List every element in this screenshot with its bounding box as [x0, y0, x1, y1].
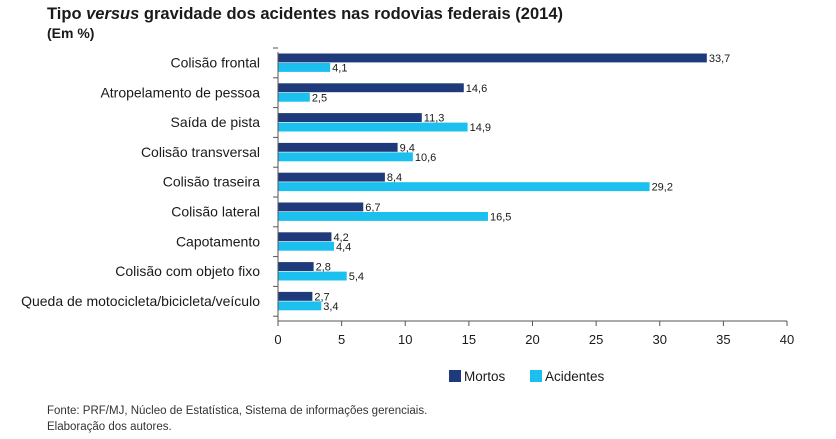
source-note: Fonte: PRF/MJ, Núcleo de Estatística, Si…	[47, 403, 427, 435]
value-label-mortos: 4,2	[333, 232, 348, 244]
bar-mortos	[278, 83, 464, 93]
source-line: Fonte: PRF/MJ, Núcleo de Estatística, Si…	[47, 405, 428, 417]
value-label-acidentes: 3,4	[323, 301, 338, 313]
bar-acidentes	[278, 301, 322, 311]
bar-mortos	[278, 172, 385, 182]
value-label-mortos: 2,8	[316, 262, 331, 274]
x-tick-label: 25	[589, 332, 603, 347]
value-label-acidentes: 29,2	[652, 182, 673, 194]
chart-title: Tipo versus gravidade dos acidentes nas …	[47, 5, 563, 24]
title-prefix: Tipo	[47, 5, 87, 23]
x-tick-label: 5	[338, 332, 345, 347]
bar-mortos	[278, 232, 332, 242]
bar-mortos	[278, 262, 314, 271]
bar-acidentes	[278, 63, 331, 72]
bar-acidentes	[278, 152, 413, 162]
x-tick-label: 20	[525, 332, 539, 347]
authors-line: Elaboração dos autores.	[47, 421, 172, 433]
chart-subtitle: (Em %)	[47, 25, 95, 41]
value-label-acidentes: 4,4	[336, 241, 351, 253]
legend-label-acidentes: Acidentes	[545, 369, 605, 384]
x-tick-label: 15	[462, 332, 476, 347]
bar-acidentes	[278, 241, 334, 251]
bar-chart: Colisão frontal 33,7 4,1 Atropelamento de p…	[21, 47, 794, 384]
x-tick-label: 35	[716, 332, 730, 347]
value-label-mortos: 6,7	[365, 202, 380, 214]
category-label: Queda de motocicleta/bicicleta/veículo	[21, 293, 260, 309]
bar-mortos	[278, 113, 422, 122]
category-label: Colisão lateral	[171, 204, 260, 220]
x-tick-label: 40	[780, 332, 794, 347]
bar-mortos	[278, 202, 364, 212]
title-suffix: gravidade dos acidentes nas rodovias fed…	[139, 5, 564, 23]
value-label-acidentes: 10,6	[415, 152, 436, 164]
category-label: Colisão transversal	[141, 144, 260, 160]
bar-acidentes	[278, 122, 468, 132]
bar-mortos	[278, 291, 313, 301]
value-label-mortos: 8,4	[387, 172, 402, 184]
bar-acidentes	[278, 182, 650, 192]
category-label: Saída de pista	[170, 114, 260, 130]
value-label-acidentes: 4,1	[332, 63, 347, 75]
value-label-mortos: 33,7	[709, 53, 730, 65]
value-label-acidentes: 14,9	[470, 122, 491, 134]
category-label: Colisão frontal	[171, 55, 261, 71]
legend-swatch-acidentes	[530, 370, 542, 382]
value-label-acidentes: 2,5	[312, 92, 327, 104]
category-label: Colisão com objeto fixo	[115, 263, 260, 279]
x-tick-label: 10	[398, 332, 412, 347]
title-emphasis: versus	[86, 5, 140, 23]
category-label: Colisão traseira	[163, 174, 260, 190]
category-label: Capotamento	[176, 233, 260, 249]
value-label-mortos: 14,6	[466, 83, 487, 95]
bar-mortos	[278, 53, 707, 63]
value-label-mortos: 11,3	[424, 113, 445, 125]
bar-acidentes	[278, 92, 310, 102]
value-label-acidentes: 16,5	[490, 212, 511, 224]
value-label-acidentes: 5,4	[349, 271, 364, 283]
value-label-mortos: 9,4	[400, 142, 415, 154]
category-label: Atropelamento de pessoa	[100, 84, 260, 100]
x-tick-label: 30	[653, 332, 667, 347]
bar-acidentes	[278, 271, 347, 281]
bar-mortos	[278, 142, 398, 152]
legend-label-mortos: Mortos	[464, 369, 506, 384]
x-tick-label: 0	[274, 332, 281, 347]
bar-acidentes	[278, 212, 488, 221]
legend-swatch-mortos	[449, 370, 461, 382]
value-label-mortos: 2,7	[314, 291, 329, 303]
